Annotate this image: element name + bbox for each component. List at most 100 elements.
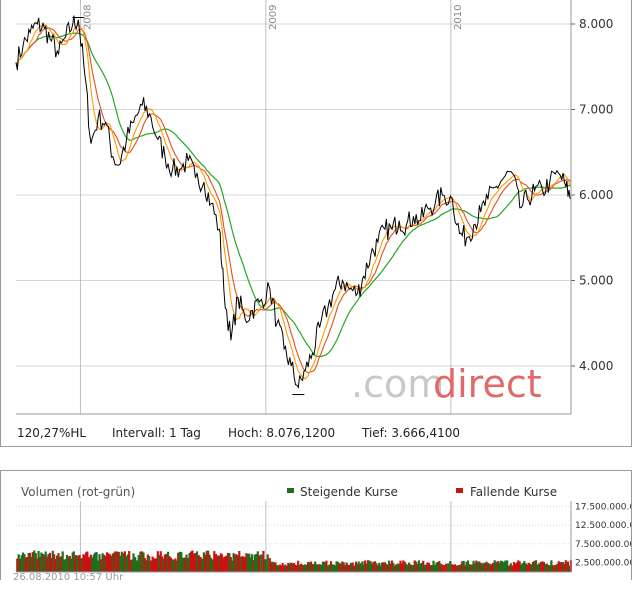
volume-bar-up	[388, 560, 391, 572]
volume-bar-up	[405, 563, 408, 572]
volume-bar-up	[478, 561, 481, 572]
volume-bar-down	[383, 562, 386, 572]
volume-bar-down	[83, 555, 86, 572]
volume-bar-up	[182, 557, 185, 572]
volume-bar-down	[262, 550, 265, 572]
volume-bar-up	[345, 562, 348, 572]
volume-bar-up	[365, 563, 368, 572]
volume-bar-down	[454, 564, 457, 572]
volume-bar-up	[353, 565, 356, 572]
volume-bar-up	[548, 565, 551, 572]
watermark-prefix: .com	[351, 362, 444, 406]
volume-bar-down	[413, 560, 416, 572]
volume-bar-down	[539, 562, 542, 572]
volume-bar-down	[100, 559, 103, 572]
volume-bar-up	[476, 561, 479, 572]
volume-bar-down	[222, 559, 225, 572]
volume-bar-down	[514, 563, 517, 572]
volume-bar-up	[396, 563, 399, 572]
volume-bar-down	[46, 556, 49, 572]
volume-bar-down	[552, 565, 555, 572]
volume-bar-down	[542, 562, 545, 572]
volume-bar-up	[488, 563, 491, 572]
volume-bar-up	[308, 562, 311, 572]
volume-bar-down	[295, 565, 298, 572]
volume-bar-down	[363, 560, 367, 572]
volume-bar-down	[123, 551, 126, 572]
volume-bar-down	[512, 562, 516, 572]
volume-bar-up	[260, 554, 263, 572]
volume-bar-down	[53, 554, 56, 572]
volume-bar-up	[544, 564, 547, 572]
volume-bar-up	[95, 552, 98, 572]
volume-bar-up	[284, 564, 287, 572]
volume-bar-up	[67, 556, 70, 572]
volume-bar-down	[169, 557, 173, 572]
volume-bar-down	[236, 555, 239, 572]
legend-down-label: Fallende Kurse	[470, 485, 557, 499]
volume-bar-up	[148, 556, 151, 572]
volume-bar-up	[104, 556, 107, 572]
volume-bar-up	[473, 563, 477, 572]
volume-bar-down	[491, 562, 494, 572]
volume-bar-up	[142, 552, 145, 572]
volume-bar-down	[54, 558, 57, 572]
volume-bar-down	[507, 565, 511, 572]
volume-bar-up	[47, 554, 50, 572]
volume-bar-up	[375, 563, 378, 572]
volume-bar-up	[331, 564, 334, 572]
volume-bar-down	[84, 552, 88, 572]
volume-bar-up	[34, 553, 37, 572]
volume-bar-up	[407, 562, 411, 572]
volume-bar-up	[315, 564, 318, 572]
volume-bar-down	[479, 562, 482, 572]
volume-bar-down	[290, 562, 293, 572]
volume-bar-down	[82, 554, 85, 572]
volume-bar-up	[96, 560, 100, 572]
volume-bar-down	[68, 555, 71, 572]
volume-bar-down	[301, 564, 304, 572]
volume-bar-down	[43, 554, 46, 572]
volume-bar-up	[40, 552, 43, 572]
price-y-tick-label: 6.000	[579, 188, 613, 202]
volume-bar-up	[499, 560, 502, 572]
volume-bar-down	[26, 557, 29, 572]
volume-bar-up	[185, 554, 188, 572]
volume-bar-down	[515, 562, 518, 572]
volume-bar-down	[143, 558, 146, 572]
price-y-tick-label: 4.000	[579, 359, 613, 373]
volume-bar-up	[255, 554, 258, 572]
volume-bar-up	[504, 560, 507, 572]
comdirect-watermark: .com direct	[351, 362, 542, 406]
volume-bar-up	[125, 556, 128, 572]
volume-bar-down	[300, 563, 303, 572]
volume-bar-down	[194, 553, 197, 572]
ma-mid-line	[15, 27, 572, 374]
volume-bar-up	[432, 560, 435, 572]
volume-bar-down	[161, 556, 164, 572]
volume-bar-down	[149, 560, 152, 572]
volume-bar-down	[358, 564, 361, 572]
volume-bar-down	[386, 564, 389, 572]
stat-performance: 120,27%HL	[17, 426, 87, 440]
volume-bar-up	[248, 553, 251, 572]
volume-bar-down	[187, 557, 190, 572]
volume-bar-down	[560, 562, 563, 572]
volume-bar-down	[36, 558, 39, 572]
volume-bar-up	[380, 562, 384, 572]
volume-bar-down	[105, 552, 109, 572]
volume-bar-down	[325, 560, 328, 572]
volume-bar-down	[426, 562, 429, 572]
volume-bar-down	[60, 556, 63, 572]
volume-bar-up	[61, 551, 64, 572]
volume-bar-up	[424, 564, 428, 572]
volume-bar-up	[20, 555, 23, 572]
volume-bar-up	[232, 553, 235, 572]
volume-bar-down	[156, 551, 159, 572]
volume-bar-up	[449, 561, 452, 572]
volume-bar-up	[357, 561, 360, 572]
volume-bar-down	[208, 554, 211, 572]
volume-bar-up	[207, 550, 210, 572]
volume-bar-up	[266, 554, 269, 572]
volume-bar-up	[314, 561, 317, 572]
